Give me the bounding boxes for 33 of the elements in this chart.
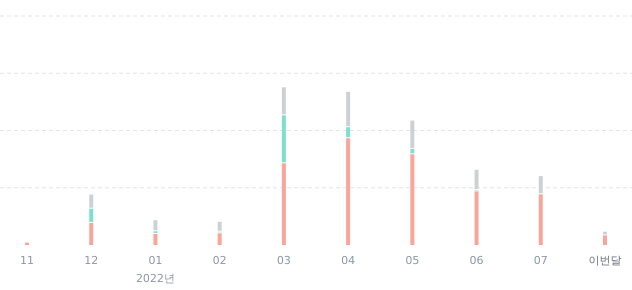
x-tick-label: 01 [148, 254, 162, 267]
bar [538, 176, 543, 194]
x-tick-label: 04 [341, 254, 356, 267]
bar [410, 120, 414, 148]
x-tick-label: 03 [276, 254, 291, 267]
bar [153, 234, 158, 245]
bar [282, 115, 286, 162]
bar [89, 208, 94, 222]
text: 2022년 [136, 272, 175, 285]
bar [346, 127, 350, 138]
x-tick-label: 06 [470, 254, 484, 267]
bar [474, 170, 479, 190]
x-tick-label: 05 [405, 254, 420, 267]
bar [603, 235, 607, 245]
x-tick-label: 02 [212, 254, 227, 267]
bar [603, 232, 607, 234]
bar [282, 87, 286, 114]
bar [346, 92, 350, 126]
bar [218, 222, 222, 231]
bar [89, 194, 94, 208]
x-tick-label: 이번달 [588, 254, 622, 267]
bar [153, 220, 158, 230]
bar [89, 222, 94, 245]
x-tick-label: 11 [20, 254, 34, 267]
bar [218, 233, 222, 245]
x-tick-label: 12 [84, 254, 98, 267]
bar [538, 194, 543, 245]
bar [474, 191, 479, 245]
bar [410, 154, 414, 245]
bar [346, 138, 350, 245]
x-tick-label: 07 [534, 254, 548, 267]
bar [410, 148, 414, 154]
bar [282, 163, 286, 245]
